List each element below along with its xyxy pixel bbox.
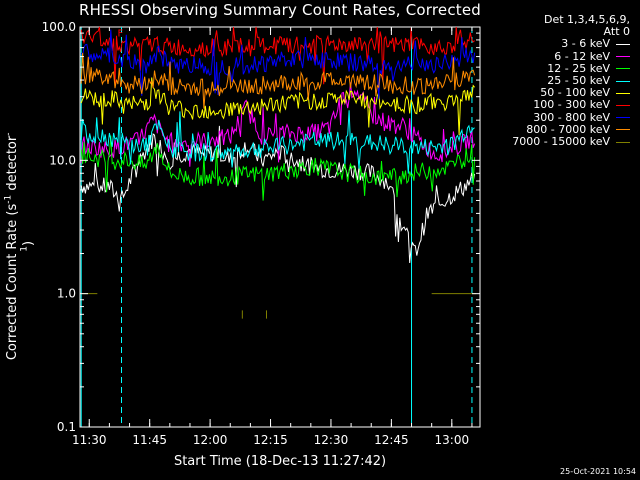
legend-header-line-1: Det 1,3,4,5,6,9, xyxy=(543,13,630,26)
legend-item-label: 6 - 12 keV xyxy=(554,49,610,63)
legend-item: 7000 - 15000 keV xyxy=(476,135,636,149)
x-axis-label: Start Time (18-Dec-13 11:27:42) xyxy=(173,454,387,469)
legend-item-label: 300 - 800 keV xyxy=(533,110,610,124)
x-tick-label: 12:45 xyxy=(374,433,409,447)
y-axis-label: Corrected Count Rate (s-1 detector-1) xyxy=(4,131,37,361)
x-tick-label: 12:15 xyxy=(253,433,288,447)
series-line xyxy=(80,110,475,174)
legend-item: 6 - 12 keV xyxy=(476,49,636,63)
legend-swatch xyxy=(616,141,630,143)
legend-header-line-2: Att 0 xyxy=(603,25,630,39)
series-layer xyxy=(80,26,476,319)
legend-swatch xyxy=(616,68,630,70)
series-line xyxy=(80,82,476,167)
series-line xyxy=(80,29,476,100)
legend-item: 25 - 50 keV xyxy=(476,74,636,88)
y-axis-label-exp-1: -1 xyxy=(3,194,14,204)
legend-item-label: 7000 - 15000 keV xyxy=(512,135,610,149)
chart-title: RHESSI Observing Summary Count Rates, Co… xyxy=(78,1,481,19)
legend-swatch xyxy=(616,129,630,131)
legend-swatch xyxy=(616,56,630,58)
series-line xyxy=(80,135,476,201)
legend-item-label: 25 - 50 keV xyxy=(547,74,610,88)
x-tick-label: 12:30 xyxy=(314,433,349,447)
legend-swatch xyxy=(616,92,630,94)
legend-item: 50 - 100 keV xyxy=(476,87,636,99)
legend-item: 3 - 6 keV xyxy=(476,38,636,50)
y-axis-label-text-3: ) xyxy=(21,240,37,246)
y-tick-label: 10.0 xyxy=(49,153,76,167)
plot-frame xyxy=(79,26,481,428)
legend-swatch xyxy=(616,44,630,45)
legend-rows: 3 - 6 keV 6 - 12 keV 12 - 25 keV 25 - 50 ke… xyxy=(476,38,636,148)
x-tick-label: 11:30 xyxy=(72,433,107,447)
legend-item: 12 - 25 keV xyxy=(476,61,636,75)
footer-timestamp: 25-Oct-2021 10:54 xyxy=(560,467,636,476)
x-tick-label: 11:45 xyxy=(132,433,167,447)
series-line xyxy=(80,26,475,85)
series-line xyxy=(80,52,476,109)
series-line xyxy=(80,77,475,136)
y-tick-label: 1.0 xyxy=(57,287,76,301)
legend-item-label: 800 - 7000 keV xyxy=(526,122,610,136)
y-axis-label-text-1: Corrected Count Rate (s xyxy=(5,203,20,361)
legend-swatch xyxy=(616,105,630,107)
vertical-markers xyxy=(80,27,473,427)
y-tick-label: 0.1 xyxy=(57,420,76,434)
legend-item: 300 - 800 keV xyxy=(476,110,636,124)
legend: Det 1,3,4,5,6,9, Att 0 3 - 6 keV 6 - 12 k… xyxy=(476,13,636,148)
legend-item-label: 12 - 25 keV xyxy=(547,61,610,75)
y-axis-label-text-2: detector xyxy=(5,135,20,195)
x-tick-label: 13:00 xyxy=(435,433,470,447)
legend-item: 100 - 300 keV xyxy=(476,99,636,111)
legend-item-label: 100 - 300 keV xyxy=(533,98,610,112)
axis-layer: 100.0 10.0 1.0 0.111:30 11:45 12:00 12:15 12:30… xyxy=(42,20,480,447)
series-line xyxy=(81,293,476,319)
legend-swatch xyxy=(616,80,630,82)
legend-item: 800 - 7000 keV xyxy=(476,122,636,136)
legend-item-label: 3 - 6 keV xyxy=(561,37,610,51)
legend-swatch xyxy=(616,117,630,119)
y-tick-label: 100.0 xyxy=(42,20,76,34)
legend-item-label: 50 - 100 keV xyxy=(540,86,610,100)
x-tick-label: 12:00 xyxy=(193,433,228,447)
annotation-label: F xyxy=(117,28,123,39)
annotation-layer: F xyxy=(117,28,123,39)
